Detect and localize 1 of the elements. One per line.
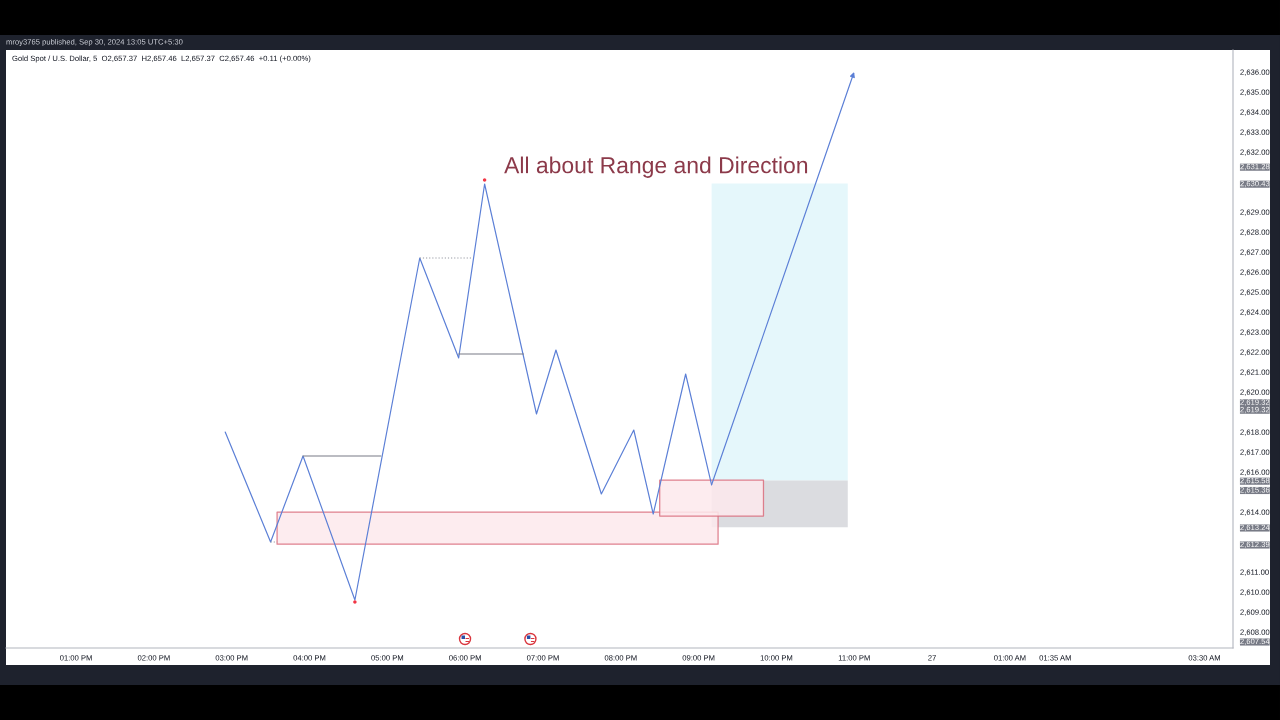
text: All about Range and Direction	[504, 156, 808, 178]
